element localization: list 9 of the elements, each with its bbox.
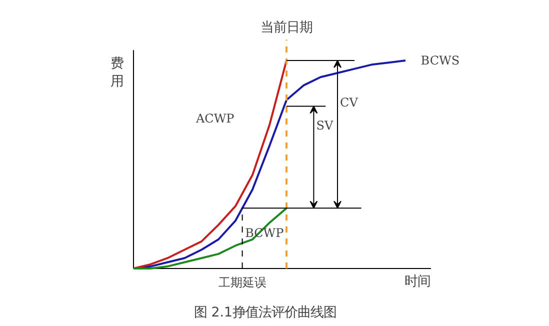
series-label: BCWS bbox=[420, 54, 460, 68]
y-axis-title: 费用 bbox=[110, 56, 124, 90]
text: 图 2.1挣值法评价曲线图 bbox=[194, 306, 336, 320]
x-axis-title: 时间 bbox=[404, 274, 430, 290]
annotation: SV bbox=[316, 118, 334, 132]
text: ACWP bbox=[194, 112, 234, 126]
text: 工期延误 bbox=[218, 275, 266, 290]
annotation: CV bbox=[340, 95, 358, 110]
text: 当前日期 bbox=[260, 20, 312, 36]
